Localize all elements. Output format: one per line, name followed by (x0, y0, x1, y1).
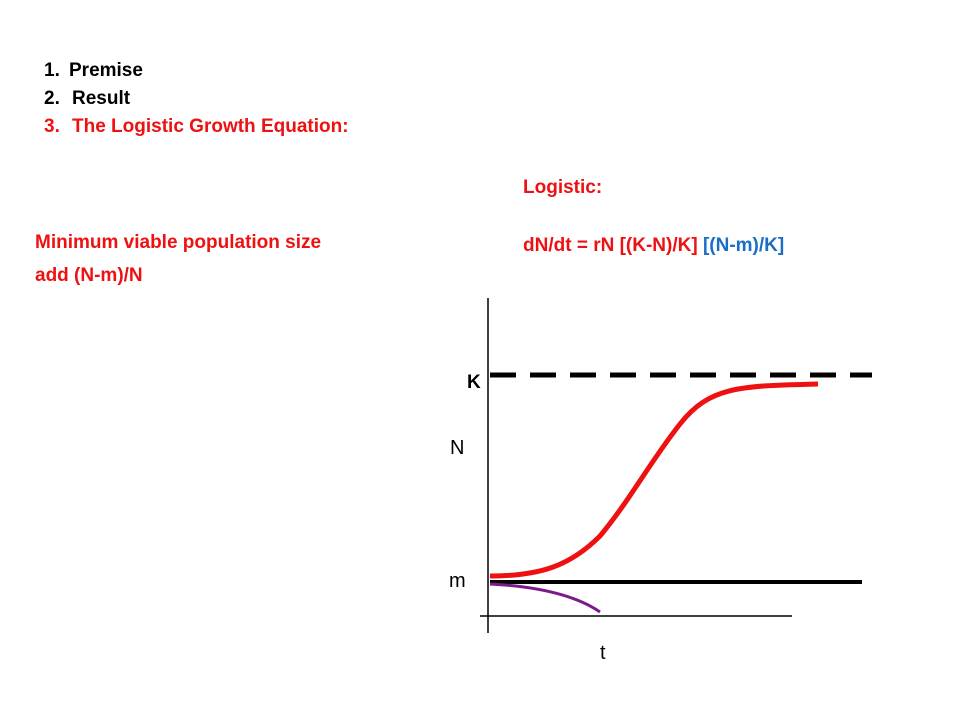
list-item: Result (72, 88, 131, 109)
y-label: N (450, 437, 464, 459)
equation-heading: Logistic: (523, 177, 602, 198)
list-item: The Logistic Growth Equation: (72, 116, 349, 137)
list-number: 3. (44, 116, 60, 137)
k-label: K (467, 372, 481, 393)
logistic-curve (489, 381, 819, 579)
x-label: t (600, 642, 606, 664)
equation-main: dN/dt = rN [(K-N)/K] (523, 235, 698, 256)
m-label: m (449, 570, 466, 592)
list-item: Premise (69, 60, 143, 81)
equation: dN/dt = rN [(K-N)/K] [(N-m)/K] (523, 235, 784, 256)
note-line: add (N-m)/N (35, 265, 143, 286)
list-number: 2. (44, 88, 60, 109)
list-number: 1. (44, 60, 60, 81)
equation-extra: [(N-m)/K] (703, 235, 784, 256)
note-line: Minimum viable population size (35, 232, 321, 253)
decline-curve (489, 582, 601, 614)
